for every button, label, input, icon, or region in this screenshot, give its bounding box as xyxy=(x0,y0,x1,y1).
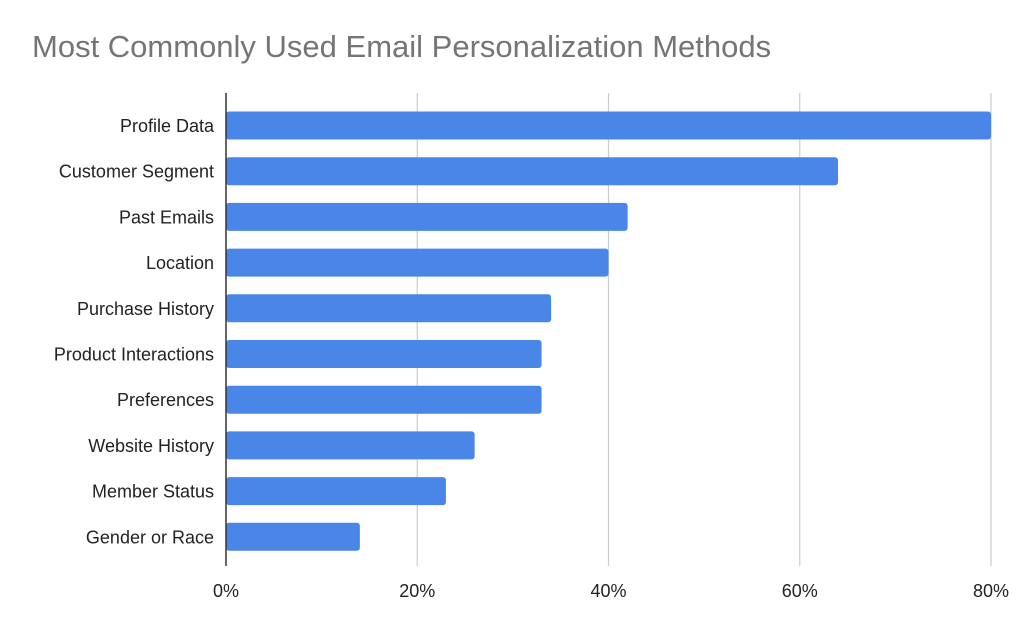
bar xyxy=(226,431,475,460)
bar-layer xyxy=(226,111,991,551)
bar xyxy=(226,385,542,414)
category-label: Past Emails xyxy=(119,207,214,227)
bar xyxy=(226,248,609,277)
bar xyxy=(226,157,838,186)
bar xyxy=(226,202,628,231)
bar xyxy=(226,294,552,323)
category-label: Product Interactions xyxy=(54,345,214,365)
x-tick-label: 20% xyxy=(399,581,435,601)
x-tick-label: 60% xyxy=(782,581,818,601)
category-label: Website History xyxy=(88,436,214,456)
tick-label-layer: 0% 20% 40% 60% 80% xyxy=(213,581,1009,601)
x-tick-label: 80% xyxy=(973,581,1009,601)
category-label: Location xyxy=(146,253,214,273)
x-tick-label: 0% xyxy=(213,581,239,601)
category-label: Preferences xyxy=(117,390,214,410)
bar xyxy=(226,111,991,140)
category-label: Profile Data xyxy=(120,116,215,136)
x-tick-label: 40% xyxy=(590,581,626,601)
bar xyxy=(226,340,542,368)
bar xyxy=(226,477,446,506)
category-label-layer: Profile Data Customer Segment Past Emails L… xyxy=(54,116,215,547)
category-label: Gender or Race xyxy=(86,527,214,547)
chart-title: Most Commonly Used Email Personalization… xyxy=(32,29,772,64)
bar xyxy=(226,522,360,551)
category-label: Customer Segment xyxy=(59,162,214,182)
category-label: Purchase History xyxy=(77,299,214,319)
category-label: Member Status xyxy=(92,482,214,502)
